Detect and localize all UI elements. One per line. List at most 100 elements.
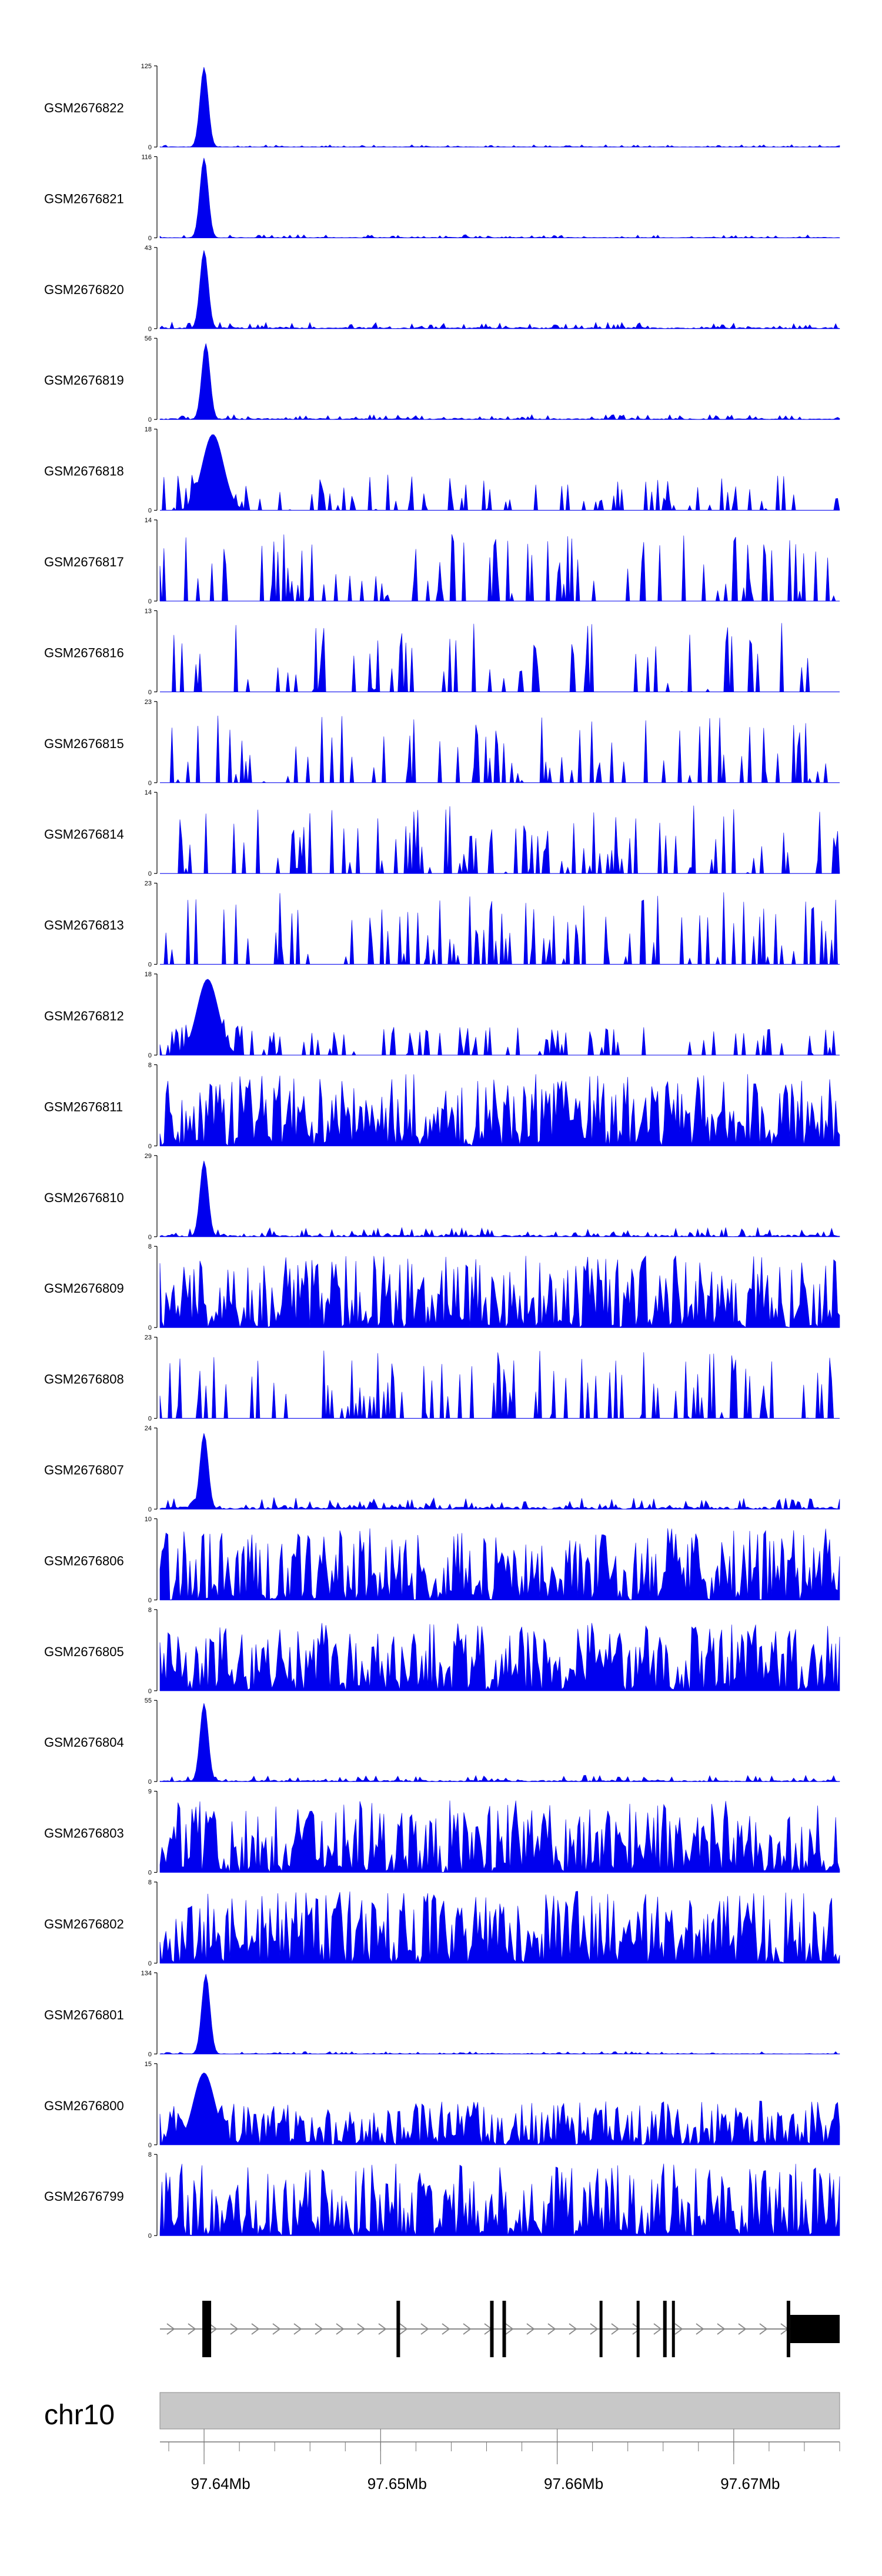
coverage-tracks: GSM2676822 125 0 GSM2676821 116 0 GSM2676820 43… [44,63,840,2240]
track-name: GSM2676810 [44,1190,124,1205]
track-name: GSM2676814 [44,827,124,842]
track-name: GSM2676799 [44,2189,124,2204]
y-min-label: 0 [148,780,152,787]
track-GSM2676822: GSM2676822 125 0 [44,63,840,151]
y-min-label: 0 [148,1143,152,1150]
coverage-area [159,343,840,420]
coverage-area [159,67,840,148]
track-GSM2676811: GSM2676811 8 0 [44,1062,840,1150]
strand-arrow [420,2323,429,2335]
strand-arrow [653,2323,662,2335]
strand-arrow [590,2323,599,2335]
coverage-area [159,1160,840,1237]
track-GSM2676815: GSM2676815 23 0 [44,699,840,787]
track-name: GSM2676802 [44,1917,124,1931]
chromosome-axis-track: chr10 97.64Mb 97.65Mb 97.66Mb 97.67Mb [44,2392,840,2492]
y-max-label: 9 [148,1788,152,1796]
y-max-label: 10 [145,1516,152,1523]
exon [396,2301,400,2357]
x-tick-label: 97.64Mb [191,2475,250,2492]
coverage-area [160,623,840,692]
y-min-label: 0 [148,1960,152,1967]
track-name: GSM2676809 [44,1281,124,1296]
y-min-label: 0 [148,1506,152,1513]
y-max-label: 18 [145,971,152,978]
track-GSM2676808: GSM2676808 23 0 [44,1334,840,1423]
track-GSM2676812: GSM2676812 18 0 [44,971,840,1059]
coverage-area [159,1974,840,2054]
y-max-label: 55 [145,1697,152,1704]
y-max-label: 24 [145,1425,152,1432]
strand-arrow [251,2323,260,2335]
exon [636,2301,640,2357]
track-name: GSM2676813 [44,918,124,933]
coverage-area [159,250,840,329]
y-min-label: 0 [148,416,152,423]
strand-arrow [611,2323,620,2335]
track-name: GSM2676811 [44,1099,123,1114]
y-min-label: 0 [148,870,152,877]
chromosome-label: chr10 [44,2400,115,2431]
coverage-area [159,1255,840,1329]
coverage-area [160,715,840,783]
strand-arrow [442,2323,450,2335]
y-min-label: 0 [148,1778,152,1786]
exon [663,2301,667,2357]
track-GSM2676806: GSM2676806 10 0 [44,1516,840,1604]
strand-arrow [315,2323,323,2335]
track-name: GSM2676801 [44,2007,124,2022]
track-GSM2676804: GSM2676804 55 0 [44,1697,840,1786]
y-max-label: 125 [141,63,152,70]
track-name: GSM2676805 [44,1644,124,1659]
x-tick-label: 97.67Mb [720,2475,780,2492]
coverage-area [160,892,840,965]
gene-model-track [160,2301,840,2357]
coverage-area [159,1528,840,1600]
strand-arrow [632,2323,641,2335]
exon [786,2301,790,2357]
y-min-label: 0 [148,2233,152,2240]
track-GSM2676809: GSM2676809 8 0 [44,1243,840,1332]
strand-arrow [209,2323,218,2335]
coverage-area [160,434,840,511]
track-name: GSM2676817 [44,555,124,569]
track-name: GSM2676818 [44,464,124,479]
y-min-label: 0 [148,326,152,333]
track-GSM2676800: GSM2676800 15 0 [44,2061,840,2149]
exon [671,2301,675,2357]
y-max-label: 18 [145,426,152,433]
y-min-label: 0 [148,1324,152,1332]
y-min-label: 0 [148,235,152,242]
y-min-label: 0 [148,508,152,515]
coverage-area [159,1433,840,1510]
track-name: GSM2676803 [44,1826,124,1841]
y-max-label: 116 [141,154,152,161]
coverage-area [159,979,840,1056]
strand-arrow [230,2323,239,2335]
strand-arrow [188,2323,196,2335]
strand-arrow [463,2323,472,2335]
y-max-label: 8 [148,1879,152,1886]
strand-arrow [399,2323,408,2335]
coverage-area [159,1891,840,1964]
y-min-label: 0 [148,1688,152,1695]
track-name: GSM2676804 [44,1735,124,1750]
strand-arrow [674,2323,683,2335]
track-GSM2676803: GSM2676803 9 0 [44,1788,840,1877]
y-min-label: 0 [148,598,152,605]
coverage-area [159,1800,840,1873]
track-name: GSM2676808 [44,1372,124,1387]
y-min-label: 0 [148,1234,152,1241]
exon [202,2301,212,2357]
y-min-label: 0 [148,2142,152,2149]
coverage-area [160,805,840,874]
exon [490,2301,494,2357]
strand-arrow [336,2323,345,2335]
coverage-area [159,1350,840,1419]
y-max-label: 23 [145,1334,152,1342]
y-max-label: 29 [145,1153,152,1160]
track-GSM2676816: GSM2676816 13 0 [44,608,840,696]
y-min-label: 0 [148,689,152,696]
track-name: GSM2676816 [44,645,124,660]
coverage-area [159,534,840,602]
